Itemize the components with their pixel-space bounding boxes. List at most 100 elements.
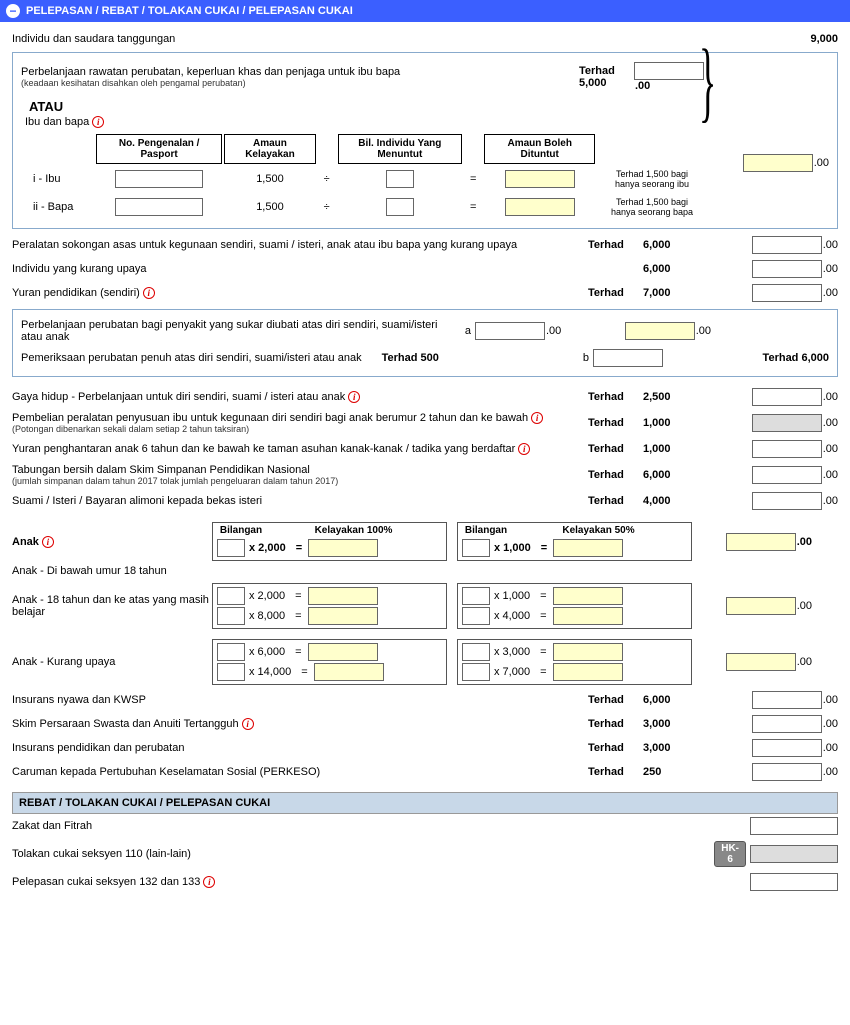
label-r5: Gaya hidup - Perbelanjaan untuk diri sen…: [12, 391, 345, 403]
input-rawatan-ibubapa[interactable]: [634, 62, 704, 80]
input-bapa-bil[interactable]: [386, 198, 414, 216]
i-a2-100-b2[interactable]: [217, 607, 245, 625]
input-r7[interactable]: [752, 440, 822, 458]
i-a3-100-a1[interactable]: [308, 643, 378, 661]
label-r4: Yuran pendidikan (sendiri): [12, 287, 140, 299]
i-a3-100-b2[interactable]: [217, 663, 245, 681]
medical-box: Perbelanjaan perubatan bagi penyakit yan…: [12, 309, 838, 377]
input-r12[interactable]: [752, 739, 822, 757]
hk6-button[interactable]: HK-6: [714, 841, 746, 867]
anak3-100: x 6,000= x 14,000=: [212, 639, 447, 685]
input-anak1-100-bil[interactable]: [217, 539, 245, 557]
limit-r6: 1,000: [643, 417, 718, 429]
input-anak3-total[interactable]: [726, 653, 796, 671]
info-icon[interactable]: i: [242, 718, 254, 730]
input-anak1-total[interactable]: [726, 533, 796, 551]
label-r9: Suami / Isteri / Bayaran alimoni kepada …: [12, 495, 588, 507]
i-a3-50-b1[interactable]: [462, 643, 490, 661]
header-title: PELEPASAN / REBAT / TOLAKAN CUKAI / PELE…: [26, 5, 353, 17]
i-a2-50-b1[interactable]: [462, 587, 490, 605]
input-s132[interactable]: [750, 873, 838, 891]
input-r13[interactable]: [752, 763, 822, 781]
collapse-icon[interactable]: −: [6, 4, 20, 18]
input-r8[interactable]: [752, 466, 822, 484]
i-a3-100-b1[interactable]: [217, 643, 245, 661]
i-a3-50-a1[interactable]: [553, 643, 623, 661]
i-a2-100-a2[interactable]: [308, 607, 378, 625]
input-bapa-passport[interactable]: [115, 198, 203, 216]
input-s110[interactable]: [750, 845, 838, 863]
row-bapa: ii - Bapa: [33, 201, 88, 213]
label-zakat: Zakat dan Fitrah: [12, 820, 718, 832]
limit-r10: 6,000: [643, 694, 718, 706]
subsection-rebat: REBAT / TOLAKAN CUKAI / PELEPASAN CUKAI: [12, 792, 838, 814]
i-a2-50-a1[interactable]: [553, 587, 623, 605]
input-ibu-amaun[interactable]: [505, 170, 575, 188]
label-r12: Insurans pendidikan dan perubatan: [12, 742, 588, 754]
info-icon[interactable]: i: [531, 412, 543, 424]
th-passport: No. Pengenalan / Pasport: [96, 134, 222, 164]
brace-icon: }: [699, 55, 716, 109]
info-icon[interactable]: i: [518, 443, 530, 455]
input-ibu-passport[interactable]: [115, 170, 203, 188]
input-anak1-50-bil[interactable]: [462, 539, 490, 557]
limit-r12: 3,000: [643, 742, 718, 754]
info-icon[interactable]: i: [348, 391, 360, 403]
bapa-kelayakan: 1,500: [224, 194, 315, 220]
input-r6[interactable]: [752, 414, 822, 432]
input-r4[interactable]: [752, 284, 822, 302]
anak-100-header: BilanganKelayakan 100% x 2,000=: [212, 522, 447, 561]
anak2-50: x 1,000= x 4,000=: [457, 583, 692, 629]
input-ibubapa-total[interactable]: [743, 154, 813, 172]
i-a2-50-b2[interactable]: [462, 607, 490, 625]
anak-row1-label: Anak - Di bawah umur 18 tahun: [12, 565, 212, 577]
limit-r2: 6,000: [643, 239, 718, 251]
input-zakat[interactable]: [750, 817, 838, 835]
input-anak1-100-amt[interactable]: [308, 539, 378, 557]
note-bapa: Terhad 1,500 bagi hanya seorang bapa: [597, 194, 707, 220]
parent-medical-box: Perbelanjaan rawatan perubatan, keperlua…: [12, 52, 838, 229]
i-a2-100-a1[interactable]: [308, 587, 378, 605]
info-icon[interactable]: i: [42, 536, 54, 548]
label-r8: Tabungan bersih dalam Skim Simpanan Pend…: [12, 464, 588, 476]
terhad-lbl: Terhad: [579, 65, 615, 77]
limit-r11: 3,000: [643, 718, 718, 730]
i-a2-50-a2[interactable]: [553, 607, 623, 625]
i-a3-100-a2[interactable]: [314, 663, 384, 681]
input-ibu-bil[interactable]: [386, 170, 414, 188]
input-box2-a[interactable]: [475, 322, 545, 340]
input-r10[interactable]: [752, 691, 822, 709]
th-bil-menuntut: Bil. Individu Yang Menuntut: [338, 134, 462, 164]
ibu-kelayakan: 1,500: [224, 166, 315, 192]
anak2-100: x 2,000= x 8,000=: [212, 583, 447, 629]
limit-r7: 1,000: [643, 443, 718, 455]
row-ibu: i - Ibu: [33, 173, 88, 185]
label-r3: Individu yang kurang upaya: [12, 263, 588, 275]
input-r5[interactable]: [752, 388, 822, 406]
info-icon[interactable]: i: [143, 287, 155, 299]
input-r11[interactable]: [752, 715, 822, 733]
limit-6000-box2: Terhad 6,000: [709, 352, 829, 364]
section-header[interactable]: − PELEPASAN / REBAT / TOLAKAN CUKAI / PE…: [0, 0, 850, 22]
info-icon[interactable]: i: [203, 876, 215, 888]
info-icon[interactable]: i: [92, 116, 104, 128]
input-r3[interactable]: [752, 260, 822, 278]
input-box2-b[interactable]: [593, 349, 663, 367]
label-r13: Caruman kepada Pertubuhan Keselamatan So…: [12, 766, 588, 778]
input-anak1-50-amt[interactable]: [553, 539, 623, 557]
i-a2-100-b1[interactable]: [217, 587, 245, 605]
i-a3-50-b2[interactable]: [462, 663, 490, 681]
input-r9[interactable]: [752, 492, 822, 510]
limit-r5: 2,500: [643, 391, 718, 403]
label-peralatan: Peralatan sokongan asas untuk kegunaan s…: [12, 239, 588, 251]
input-box2-total[interactable]: [625, 322, 695, 340]
note-ibu: Terhad 1,500 bagi hanya seorang ibu: [597, 166, 707, 192]
label-r10: Insurans nyawa dan KWSP: [12, 694, 588, 706]
label-box2-l1: Perbelanjaan perubatan bagi penyakit yan…: [21, 319, 451, 343]
label-a: a: [451, 325, 471, 337]
input-anak2-total[interactable]: [726, 597, 796, 615]
input-bapa-amaun[interactable]: [505, 198, 575, 216]
i-a3-50-a2[interactable]: [553, 663, 623, 681]
input-r2[interactable]: [752, 236, 822, 254]
label-b: b: [569, 352, 589, 364]
